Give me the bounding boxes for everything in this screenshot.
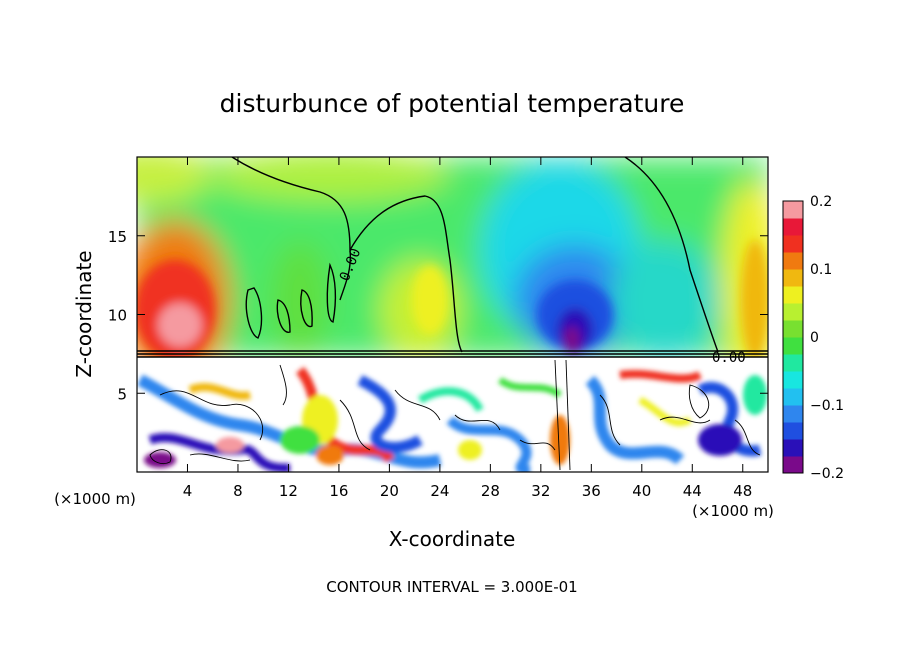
heatmap-field: 0.00 0.00 — [137, 157, 768, 472]
x-tick-label: 4 — [183, 482, 193, 500]
colorbar-segment — [783, 218, 803, 236]
colorbar-segment — [783, 439, 803, 457]
x-tick-label: 36 — [582, 482, 601, 500]
y-tick-label: 15 — [108, 228, 127, 246]
colorbar-tick-label: 0 — [810, 330, 819, 346]
colorbar-segment — [783, 388, 803, 406]
colorbar-segment — [783, 354, 803, 372]
x-tick-label: 48 — [733, 482, 752, 500]
chart-title: disturbunce of potential temperature — [220, 89, 685, 118]
colorbar-segment — [783, 269, 803, 287]
x-tick-label: 16 — [329, 482, 348, 500]
colorbar-ticks: 0.2 0.1 0 −0.1 −0.2 — [810, 194, 844, 482]
colorbar-segment — [783, 422, 803, 440]
y-axis: 5 10 15 — [108, 228, 768, 403]
contour-interval-note: CONTOUR INTERVAL = 3.000E-01 — [326, 578, 577, 596]
colorbar-segment — [783, 371, 803, 389]
colorbar-segment — [783, 337, 803, 355]
x-tick-label: 20 — [380, 482, 399, 500]
x-tick-label: 40 — [632, 482, 651, 500]
x-tick-label: 24 — [430, 482, 449, 500]
x-axis: 4 8 12 16 20 24 28 32 36 40 44 48 — [183, 157, 752, 500]
x-axis-label: X-coordinate — [389, 527, 516, 551]
x-tick-label: 28 — [481, 482, 500, 500]
y-tick-label: 5 — [117, 385, 127, 403]
x-tick-label: 12 — [279, 482, 298, 500]
colorbar-tick-label: 0.2 — [810, 194, 832, 210]
x-unit-label-right: (×1000 m) — [692, 502, 774, 520]
x-unit-label: (×1000 m) — [54, 490, 136, 508]
colorbar-tick-label: −0.2 — [810, 466, 844, 482]
colorbar-segment — [783, 303, 803, 321]
colorbar-segment — [783, 286, 803, 304]
y-axis-label: Z-coordinate — [72, 250, 96, 377]
colorbar — [783, 201, 803, 474]
colorbar-tick-label: −0.1 — [810, 398, 844, 414]
contour-label: 0.00 — [712, 350, 746, 366]
colorbar-segment — [783, 320, 803, 338]
y-tick-label: 10 — [108, 307, 127, 325]
colorbar-segment — [783, 456, 803, 474]
colorbar-segment — [783, 235, 803, 253]
colorbar-segment — [783, 405, 803, 423]
colorbar-frame — [782, 200, 804, 474]
x-tick-label: 8 — [233, 482, 243, 500]
x-tick-label: 44 — [683, 482, 702, 500]
colorbar-tick-label: 0.1 — [810, 262, 832, 278]
colorbar-segment — [783, 201, 803, 219]
x-tick-label: 32 — [531, 482, 550, 500]
colorbar-segment — [783, 252, 803, 270]
